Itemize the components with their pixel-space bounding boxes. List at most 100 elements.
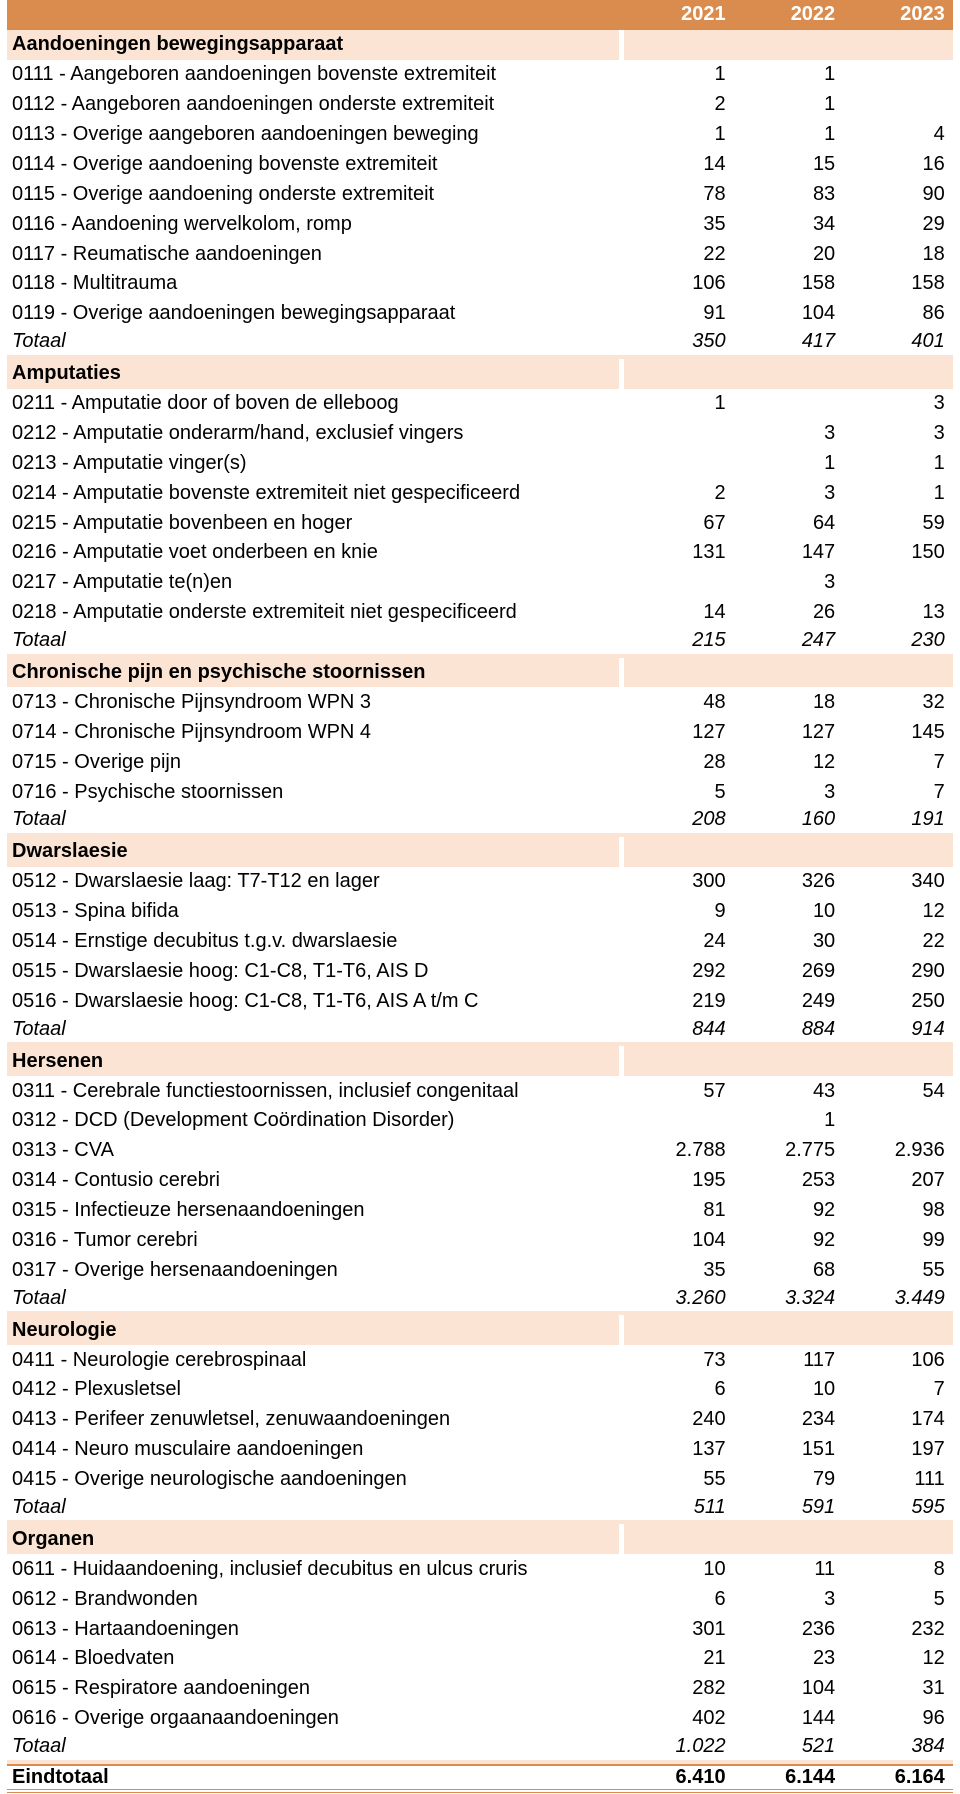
empty-cell — [624, 448, 734, 478]
data-row-label: 0414 - Neuro musculaire aandoeningen — [12, 1438, 364, 1461]
value-cell: 111 — [914, 1468, 945, 1491]
column-header: 2021 — [681, 3, 726, 26]
value-cell: 3.260 — [675, 1286, 726, 1309]
value-cell: 282 — [692, 1677, 726, 1700]
value-cell: 2.775 — [785, 1139, 836, 1162]
data-row-label: 0312 - DCD (Development Coördination Dis… — [12, 1109, 455, 1132]
data-row: 0317 - Overige hersenaandoeningen 35 68 55 — [7, 1255, 953, 1285]
value-cell: 73 — [703, 1348, 726, 1371]
data-row-label: 0117 - Reumatische aandoeningen — [12, 242, 322, 265]
value-cell: 150 — [911, 541, 945, 564]
section-title: Hersenen — [7, 1046, 619, 1077]
value-cell: 2.788 — [675, 1139, 726, 1162]
value-cell: 2 — [714, 93, 726, 116]
value-cell: 1 — [824, 1109, 836, 1132]
section-fill — [733, 836, 844, 867]
section-fill — [843, 29, 953, 60]
data-row-label: 0616 - Overige orgaanaandoeningen — [12, 1707, 339, 1730]
data-row: 0413 - Perifeer zenuwletsel, zenuwaandoe… — [7, 1405, 953, 1435]
data-row-label: 0218 - Amputatie onderste extremiteit ni… — [12, 601, 517, 624]
data-row-label: 0411 - Neurologie cerebrospinaal — [12, 1348, 307, 1371]
data-row-label: 0215 - Amputatie bovenbeen en hoger — [12, 511, 353, 534]
data-row-label: 0713 - Chronische Pijnsyndroom WPN 3 — [12, 690, 372, 713]
value-cell: 92 — [812, 1228, 836, 1251]
value-cell: 48 — [703, 690, 726, 713]
value-cell: 6 — [714, 1378, 726, 1401]
data-row-label: 0515 - Dwarslaesie hoog: C1-C8, T1-T6, A… — [12, 959, 429, 982]
value-cell: 1 — [933, 481, 945, 504]
value-cell: 207 — [911, 1169, 945, 1192]
data-row-label: 0716 - Psychische stoornissen — [12, 780, 284, 803]
value-cell: 92 — [812, 1199, 836, 1222]
data-row: 0211 - Amputatie door of boven de ellebo… — [7, 389, 953, 419]
value-cell: 247 — [801, 629, 836, 652]
data-row: 0615 - Respiratore aandoeningen 282 104 31 — [7, 1674, 953, 1704]
value-cell: 64 — [812, 511, 836, 534]
section-title: Amputaties — [7, 358, 619, 389]
empty-cell — [843, 60, 953, 90]
data-row-label: 0413 - Perifeer zenuwletsel, zenuwaandoe… — [12, 1408, 451, 1431]
value-cell: 28 — [703, 750, 726, 773]
section-fill — [843, 1046, 953, 1077]
value-cell: 14 — [703, 152, 726, 175]
section-title: Chronische pijn en psychische stoornisse… — [7, 657, 619, 688]
value-cell: 18 — [922, 242, 945, 265]
data-row: 0616 - Overige orgaanaandoeningen 402 144 9… — [7, 1704, 953, 1734]
data-row-label: 0615 - Respiratore aandoeningen — [12, 1677, 310, 1700]
empty-cell — [843, 90, 953, 120]
value-cell: 32 — [922, 690, 945, 713]
value-cell: 12 — [812, 750, 836, 773]
value-cell: 844 — [692, 1017, 726, 1040]
value-cell: 67 — [703, 511, 726, 534]
data-row: 0415 - Overige neurologische aandoeninge… — [7, 1465, 953, 1495]
data-row-label: 0113 - Overige aangeboren aandoeningen b… — [12, 123, 479, 145]
value-cell: 3.324 — [785, 1286, 836, 1309]
section-fill — [843, 657, 953, 688]
data-row: 0112 - Aangeboren aandoeningen onderste … — [7, 90, 953, 120]
value-cell: 595 — [911, 1495, 945, 1518]
value-cell: 34 — [812, 212, 836, 235]
data-row-label: 0611 - Huidaandoening, inclusief decubit… — [12, 1557, 528, 1580]
value-cell: 90 — [922, 182, 945, 205]
value-cell: 191 — [911, 808, 945, 831]
value-cell: 326 — [801, 870, 836, 893]
grand-total-row: Eindtotaal 6.410 6.144 6.164 — [7, 1763, 953, 1794]
data-row: 0414 - Neuro musculaire aandoeningen 137 1… — [7, 1435, 953, 1465]
value-cell: 160 — [801, 808, 836, 831]
total-row: Totaal 511 591 595 — [7, 1495, 953, 1525]
data-row: 0213 - Amputatie vinger(s) 1 1 — [7, 448, 953, 478]
data-row-label: 0512 - Dwarslaesie laag: T7-T12 en lager — [12, 870, 380, 893]
value-cell: 5 — [714, 780, 726, 803]
value-cell: 12 — [922, 900, 945, 923]
grand-total-row-label: Eindtotaal — [12, 1765, 109, 1788]
data-row: 0214 - Amputatie bovenste extremiteit ni… — [7, 478, 953, 508]
data-row-label: 0213 - Amputatie vinger(s) — [12, 451, 247, 474]
value-cell: 104 — [692, 1228, 726, 1251]
value-cell: 1 — [714, 392, 726, 415]
value-cell: 99 — [922, 1228, 945, 1251]
value-cell: 3 — [933, 421, 945, 444]
empty-cell — [843, 568, 953, 598]
value-cell: 234 — [801, 1408, 836, 1431]
data-row-label: 0316 - Tumor cerebri — [12, 1228, 198, 1251]
value-cell: 3 — [824, 780, 836, 803]
data-row-label: 0612 - Brandwonden — [12, 1587, 198, 1610]
section-fill — [624, 358, 734, 389]
value-cell: 68 — [812, 1258, 836, 1281]
data-row-label: 0513 - Spina bifida — [12, 900, 179, 923]
value-cell: 3 — [824, 421, 836, 444]
data-row: 0118 - Multitrauma 106 158 158 — [7, 269, 953, 299]
value-cell: 250 — [911, 989, 945, 1012]
value-cell: 401 — [911, 330, 945, 353]
value-cell: 3.449 — [894, 1286, 945, 1309]
section-fill — [624, 657, 734, 688]
empty-cell — [734, 389, 844, 419]
value-cell: 914 — [911, 1017, 945, 1040]
data-row-label: 0115 - Overige aandoening onderste extre… — [12, 182, 435, 205]
value-cell: 1 — [824, 123, 836, 145]
value-cell: 521 — [801, 1735, 836, 1758]
value-cell: 31 — [922, 1677, 945, 1700]
data-row: 0216 - Amputatie voet onderbeen en knie 1… — [7, 538, 953, 568]
value-cell: 591 — [801, 1495, 836, 1518]
